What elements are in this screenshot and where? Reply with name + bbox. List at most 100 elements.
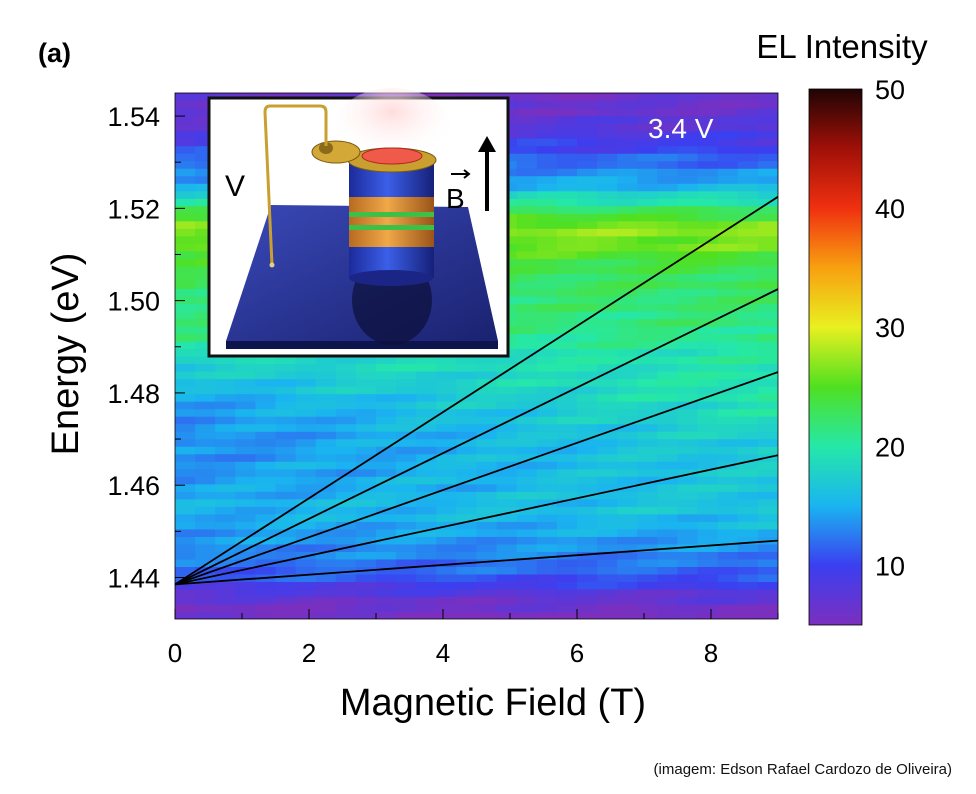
heatmap-cell [235,401,256,410]
heatmap-cell [195,513,216,522]
heatmap-cell [597,333,618,342]
heatmap-cell [617,543,638,552]
heatmap-cell [597,280,618,289]
heatmap-cell [697,220,719,229]
heatmap-cell [416,543,437,552]
heatmap-cell [175,198,196,207]
heatmap-cell [657,438,679,447]
heatmap-cell [175,551,196,560]
heatmap-cell [597,393,618,402]
heatmap-cell [416,386,437,395]
heatmap-cell [295,513,317,522]
y-tick-label: 1.44 [107,563,160,593]
heatmap-cell [657,138,679,147]
heatmap-cell [456,513,478,522]
heatmap-cell [315,551,337,560]
y-axis-title: Energy (eV) [45,253,87,456]
heatmap-cell [275,543,297,552]
heatmap-cell [637,265,658,274]
heatmap-cell [396,356,417,365]
heatmap-cell [516,453,538,462]
heatmap-cell [757,123,778,132]
heatmap-cell [737,250,759,259]
heatmap-cell [355,431,377,440]
y-axis: 1.441.461.481.501.521.54 [107,102,185,593]
heatmap-cell [737,123,759,132]
heatmap-cell [235,581,256,590]
heatmap-cell [516,228,538,237]
heatmap-cell [335,453,357,462]
heatmap-cell [717,453,739,462]
heatmap-cell [195,468,216,477]
heatmap-cell [677,213,699,222]
heatmap-cell [175,123,196,132]
heatmap-cell [516,168,538,177]
heatmap-cell [516,581,538,590]
heatmap-cell [556,461,578,470]
heatmap-cell [577,115,598,124]
heatmap-cell [355,378,377,387]
heatmap-cell [677,491,699,500]
heatmap-cell [757,521,778,530]
heatmap-cell [195,438,216,447]
heatmap-cell [235,408,256,417]
x-tick-label: 8 [704,638,718,668]
device-inset: V B [207,88,510,358]
heatmap-cell [275,483,297,492]
heatmap-cell [416,603,437,613]
heatmap-cell [677,513,699,522]
fit-line [175,288,778,586]
heatmap-cell [737,431,759,440]
heatmap-cell [255,371,277,380]
heatmap-cell [516,401,538,410]
heatmap-cell [717,243,739,252]
heatmap-cell [275,513,297,522]
heatmap-cell [597,603,618,613]
heatmap-cell [456,573,478,583]
heatmap-cell [757,543,778,552]
heatmap-cell [295,431,317,440]
heatmap-cell [536,175,558,184]
heatmap-cell [215,611,236,619]
heatmap-cell [536,213,558,222]
heatmap-cell [637,483,658,492]
heatmap-cell [617,265,638,274]
heatmap-cell [195,393,216,402]
heatmap-cell [175,333,196,342]
heatmap-cell [657,528,679,537]
heatmap-cell [617,393,638,402]
heatmap-cell [536,446,558,455]
heatmap-cell [577,318,598,327]
heatmap-cell [275,371,297,380]
heatmap-cell [295,543,317,552]
heatmap-cell [697,205,719,214]
heatmap-cell [536,258,558,267]
heatmap-cell [175,558,196,567]
heatmap-cell [657,153,679,162]
heatmap-cell [456,536,478,545]
heatmap-cell [597,498,618,507]
heatmap-cell [416,513,437,522]
heatmap-cell [617,611,638,619]
heatmap-cell [195,325,216,335]
heatmap-cell [597,340,618,350]
heatmap-cell [597,588,618,598]
heatmap-cell [757,356,778,365]
heatmap-cell [315,603,337,613]
heatmap-cell [617,235,638,244]
heatmap-cell [577,483,598,492]
heatmap-cell [757,423,778,432]
heatmap-cell [597,528,618,537]
heatmap-cell [637,325,658,335]
heatmap-cell [597,228,618,237]
heatmap-cell [195,491,216,500]
heatmap-cell [637,205,658,214]
heatmap-cell [376,431,397,440]
heatmap-cell [335,588,357,598]
heatmap-cell [315,416,337,425]
heatmap-cell [496,446,518,455]
heatmap-cell [697,431,719,440]
heatmap-cell [577,250,598,259]
heatmap-cell [597,220,618,229]
heatmap-cell [175,205,196,214]
